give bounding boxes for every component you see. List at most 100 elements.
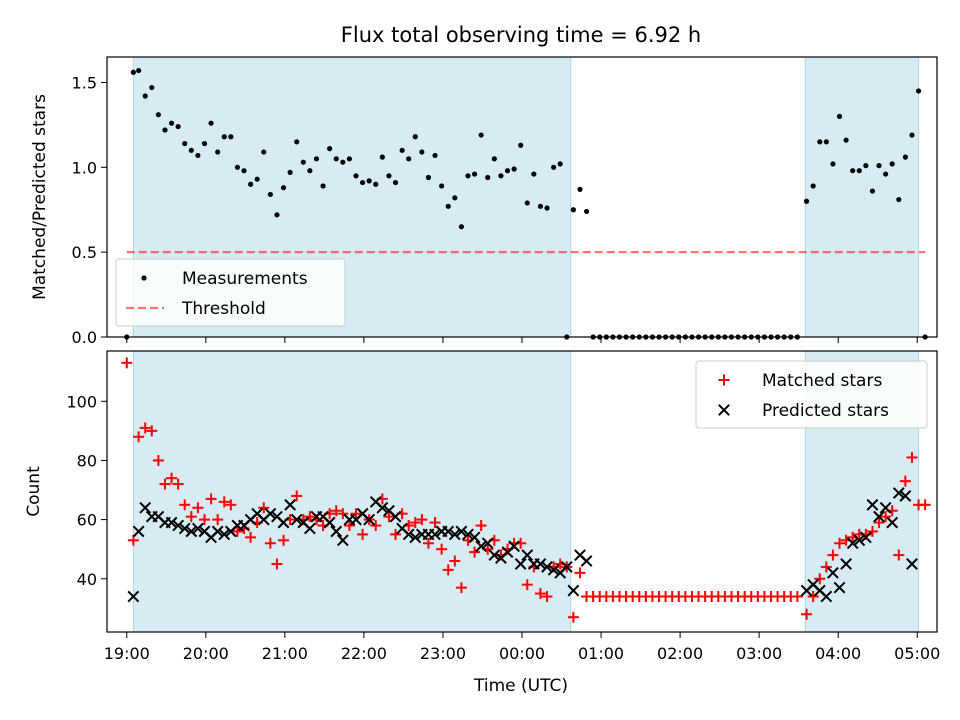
data-point	[836, 113, 843, 119]
data-point	[141, 275, 147, 281]
predicted-point	[468, 531, 481, 544]
data-point	[175, 123, 181, 130]
legend: Matched stars Predicted stars	[695, 360, 928, 429]
legend-label: Measurements	[182, 269, 308, 289]
data-point	[504, 168, 511, 174]
x-tick-label: 02:00	[657, 644, 703, 663]
data-point	[208, 120, 214, 126]
data-point	[412, 134, 418, 140]
observing-window	[132, 350, 572, 633]
predicted-point	[284, 498, 297, 511]
data-point	[280, 185, 287, 191]
data-point	[856, 168, 862, 174]
x-tick-label: 20:00	[183, 644, 229, 663]
matched-point	[166, 472, 178, 484]
matched-point	[205, 493, 217, 505]
predicted-point	[323, 516, 336, 529]
matched-point	[370, 520, 382, 532]
data-point	[340, 159, 346, 165]
data-point	[392, 179, 399, 186]
matched-point	[541, 591, 553, 603]
matched-point	[172, 478, 184, 490]
data-point	[551, 164, 557, 170]
predicted-point	[178, 522, 191, 535]
data-point	[817, 139, 823, 145]
data-point	[458, 224, 464, 230]
y-tick-label: 80	[77, 451, 97, 470]
predicted-point	[448, 528, 461, 541]
y-axis-label: Matched/Predicted stars	[30, 94, 50, 300]
data-point	[130, 69, 136, 75]
predicted-point	[376, 501, 389, 514]
predicted-point	[580, 555, 593, 567]
y-tick-label: 60	[77, 511, 97, 530]
predicted-point	[165, 516, 178, 529]
predicted-point	[560, 561, 573, 573]
data-point	[583, 208, 590, 215]
matched-point	[919, 499, 931, 511]
matched-point	[827, 549, 839, 561]
predicted-point	[475, 540, 488, 553]
data-point	[830, 161, 836, 167]
y-tick-label: 1.5	[72, 73, 97, 92]
matched-point	[231, 525, 243, 537]
predicted-point	[859, 531, 872, 544]
predicted-point	[277, 516, 290, 529]
matched-point	[893, 549, 905, 561]
data-point	[445, 203, 451, 209]
matched-point	[834, 537, 846, 549]
matched-point	[807, 591, 819, 603]
data-point	[287, 169, 293, 175]
data-point	[863, 163, 869, 169]
data-point	[869, 188, 876, 194]
predicted-point	[363, 513, 376, 526]
predicted-point	[330, 525, 343, 538]
matched-point	[121, 357, 133, 369]
data-point	[234, 164, 241, 170]
matched-point	[350, 508, 362, 520]
predicted-point	[541, 561, 553, 573]
matched-point	[422, 537, 434, 549]
matched-point	[880, 511, 892, 523]
data-point	[902, 154, 908, 160]
y-tick-label: 1.0	[72, 158, 97, 177]
predicted-point	[488, 549, 501, 562]
data-point	[531, 171, 537, 177]
predicted-point	[191, 522, 204, 535]
predicted-point	[547, 563, 560, 576]
matched-point	[866, 525, 878, 537]
data-point	[168, 120, 175, 126]
matched-point	[718, 374, 730, 386]
matched-point	[873, 517, 885, 529]
legend-label: Threshold	[181, 299, 266, 319]
matched-point	[357, 528, 369, 540]
data-point	[241, 168, 247, 174]
data-point	[346, 156, 353, 162]
matched-point	[567, 611, 579, 623]
data-point	[876, 163, 882, 169]
data-point	[823, 139, 829, 145]
matched-point	[278, 534, 290, 546]
predicted-point	[879, 501, 892, 514]
matched-point	[383, 511, 395, 523]
matched-point	[139, 422, 151, 434]
legend-box	[695, 360, 928, 429]
data-point	[333, 156, 339, 162]
matched-point	[436, 543, 448, 555]
predicted-point	[389, 510, 402, 523]
predicted-point	[534, 558, 547, 570]
x-tick-label: 01:00	[578, 644, 624, 663]
x-tick-label: 21:00	[262, 644, 308, 663]
data-point	[577, 186, 583, 192]
observing-window	[804, 56, 920, 338]
matched-point	[820, 561, 832, 573]
x-tick-label: 03:00	[736, 644, 782, 663]
predicted-point	[906, 558, 918, 570]
predicted-point	[514, 558, 527, 570]
data-point	[254, 176, 260, 182]
predicted-point	[820, 590, 833, 603]
data-point	[267, 191, 273, 198]
legend-box	[115, 258, 346, 327]
data-point	[215, 149, 221, 155]
predicted-point	[264, 507, 277, 520]
